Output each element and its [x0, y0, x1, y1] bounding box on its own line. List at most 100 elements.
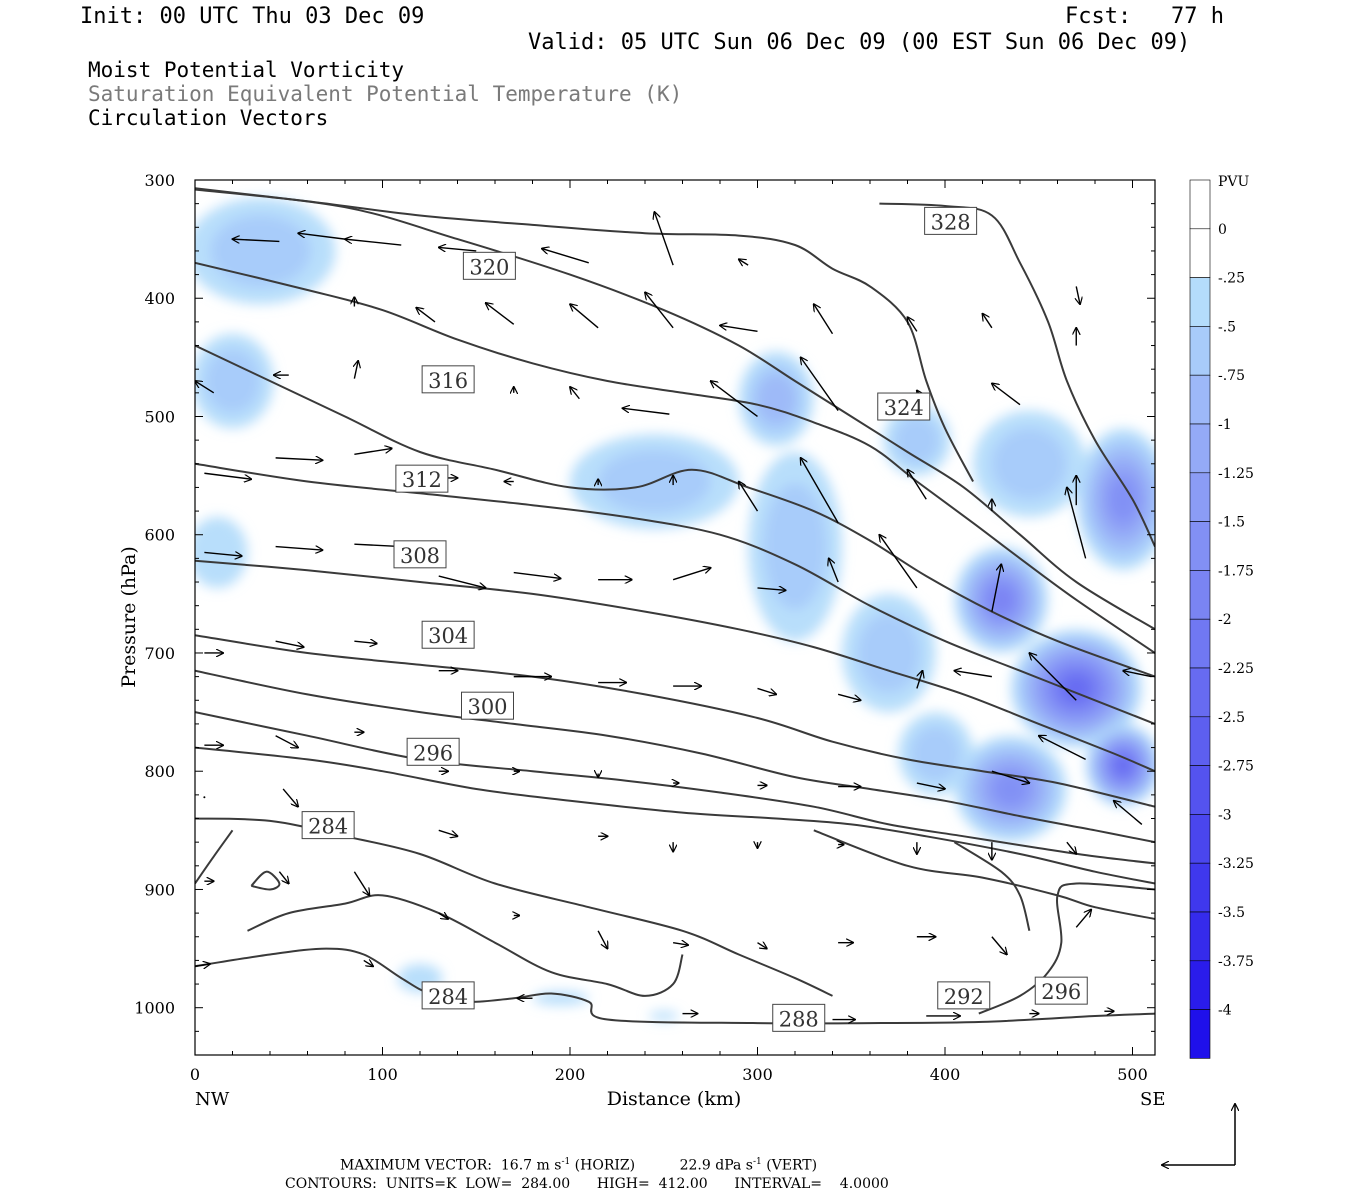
pv-blob — [991, 428, 1067, 500]
contour-label-text: 288 — [779, 1007, 819, 1031]
colorbar-label: -2.75 — [1218, 759, 1254, 775]
colorbar-label: 0 — [1218, 222, 1227, 238]
colorbar-swatch — [1189, 765, 1211, 815]
circulation-vectors — [195, 212, 1152, 1020]
circulation-vector — [837, 693, 861, 700]
circulation-vector — [739, 482, 759, 512]
contour-label: 284 — [301, 811, 355, 840]
circulation-vector — [1029, 653, 1077, 701]
theta-es-contour-296 — [978, 882, 1155, 1015]
contour-label-box — [461, 691, 514, 720]
pv-blob — [910, 725, 961, 782]
circulation-vector — [513, 571, 561, 579]
contour-label-text: 308 — [400, 544, 440, 568]
theta-es-contour-292 — [953, 841, 1031, 932]
x-tick-label: 400 — [930, 1065, 961, 1084]
theta-es-contour-284 — [247, 894, 684, 997]
contour-label-box — [937, 981, 991, 1010]
colorbar-label: -4 — [1218, 1003, 1232, 1019]
circulation-vector — [345, 239, 402, 246]
contour-label-text: 284 — [308, 815, 348, 839]
pv-blob — [757, 375, 795, 423]
y-axis-label: Pressure (hPa) — [118, 546, 140, 688]
circulation-vector — [1123, 671, 1152, 678]
colorbar-swatch — [1189, 814, 1211, 864]
circulation-vector — [1076, 286, 1080, 304]
circulation-vector — [991, 936, 1007, 955]
horiz-value: 16.7 m s — [500, 1157, 562, 1174]
x-axis-label: Distance (km) — [607, 1088, 742, 1110]
colorbar-swatch — [1189, 326, 1211, 376]
pv-blob — [648, 1011, 679, 1021]
colorbar-label: -1.25 — [1218, 466, 1254, 482]
y-tick-label: 700 — [144, 644, 175, 663]
pv-blob — [1109, 478, 1137, 520]
max-vector-line: MAXIMUM VECTOR: 16.7 m s-1 (HORIZ) 22.9 … — [340, 1157, 817, 1174]
colorbar-swatch — [1189, 179, 1211, 230]
colorbar-swatch — [1189, 570, 1211, 620]
forecast-hour: Fcst: 77 h — [1065, 4, 1224, 29]
circulation-vector — [1039, 736, 1086, 761]
colorbar-label: -.75 — [1218, 368, 1245, 384]
y-tick-label: 400 — [144, 289, 175, 308]
circulation-vector — [195, 964, 210, 966]
contour-label-box — [406, 737, 460, 766]
circulation-vector — [278, 871, 288, 884]
circulation-vector — [1114, 801, 1143, 825]
contour-label: 288 — [772, 1003, 826, 1032]
colorbar-label: -3.5 — [1218, 905, 1245, 921]
pv-blob — [532, 991, 589, 1006]
circulation-vector — [829, 558, 839, 583]
contour-label-text: 312 — [402, 468, 442, 492]
circulation-vector — [353, 871, 369, 896]
circulation-vector — [739, 259, 749, 265]
circulation-vector — [570, 304, 599, 329]
y-tick-label: 800 — [144, 762, 175, 781]
colorbar-label: -3.75 — [1218, 954, 1254, 970]
vert-exponent: -1 — [752, 1157, 762, 1167]
circulation-vector — [916, 671, 923, 689]
circulation-vector — [203, 796, 206, 799]
circulation-vector — [275, 640, 304, 647]
contour-label-text: 300 — [467, 695, 507, 719]
circulation-vector — [1067, 487, 1087, 559]
theta-es-contour-320 — [195, 261, 1155, 654]
plot-frame — [194, 179, 1156, 1056]
colorbar-swatch — [1189, 862, 1211, 913]
circulation-vector — [275, 547, 323, 551]
theta-es-contour-284 — [250, 870, 281, 891]
circulation-vector — [486, 303, 515, 325]
colorbar-swatch — [1189, 472, 1211, 522]
theta-es-contour-324 — [195, 188, 1155, 631]
colorbar-swatch — [1189, 960, 1211, 1010]
theta-es-contour-284 — [195, 947, 1155, 1025]
contour-label-box — [421, 981, 475, 1010]
pv-blob — [210, 215, 311, 287]
x-tick-label: 100 — [367, 1065, 398, 1084]
circulation-vector — [645, 292, 674, 329]
circulation-vector — [672, 568, 711, 581]
contour-label: 284 — [421, 981, 475, 1010]
contour-label: 312 — [395, 464, 449, 493]
circulation-vector — [673, 943, 688, 945]
pv-blob — [205, 349, 260, 413]
colorbar-swatch — [1189, 667, 1211, 718]
theta-es-contour-308 — [195, 559, 1155, 773]
circulation-vector — [275, 735, 299, 748]
title-vectors: Circulation Vectors — [88, 106, 329, 130]
contour-label-text: 324 — [884, 396, 924, 420]
reference-vector-icon — [1162, 1104, 1235, 1165]
colorbar-swatch — [1189, 277, 1211, 327]
circulation-vector — [298, 233, 346, 240]
contour-label-text: 292 — [944, 985, 984, 1009]
circulation-vector — [916, 782, 945, 789]
contour-label-text: 328 — [931, 210, 971, 234]
theta-es-contour-316 — [195, 344, 1155, 678]
contour-label: 296 — [1034, 976, 1088, 1005]
colorbar-swatch — [1189, 618, 1211, 669]
colorbar-label: -1.5 — [1218, 515, 1245, 531]
contour-label-box — [421, 365, 475, 394]
pv-blob — [763, 483, 827, 610]
circulation-vector — [542, 249, 589, 264]
pv-blob — [1115, 757, 1131, 774]
